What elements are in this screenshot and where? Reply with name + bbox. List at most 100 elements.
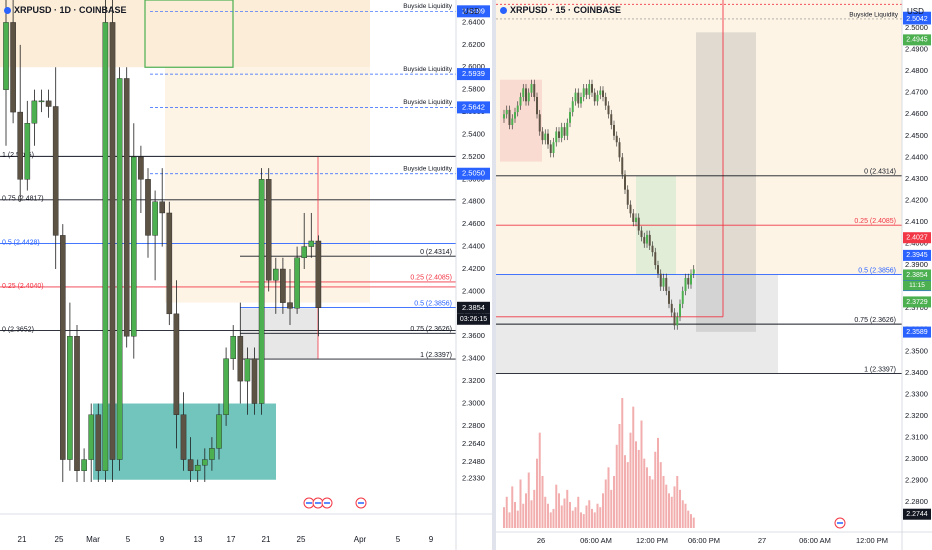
candle-body [301, 246, 308, 259]
candle-body [599, 90, 602, 95]
price-label-text: 2.3729 [906, 299, 928, 306]
volume-bar [662, 476, 665, 528]
y-tick-label: 2.5200 [462, 152, 485, 161]
y-tick-label: 2.4100 [905, 217, 928, 226]
volume-bar [541, 476, 544, 528]
symbol-logo-icon [500, 7, 507, 14]
x-tick-label: 12:00 PM [856, 536, 888, 545]
volume-bar [571, 510, 574, 528]
candle-body [585, 88, 588, 95]
candle-body [673, 312, 676, 326]
candle-body [308, 240, 315, 247]
candle-body [514, 112, 516, 119]
candle-body [670, 303, 673, 313]
left-currency-label[interactable]: USD [463, 7, 480, 16]
y-tick-label: 2.2800 [905, 497, 928, 506]
volume-bar [580, 512, 582, 528]
buyside-liquidity-label: Buyside Liquidity [403, 66, 453, 73]
right-currency-label[interactable]: USD [907, 7, 924, 16]
x-tick-label: 06:00 AM [580, 536, 612, 545]
candle-body [533, 84, 536, 97]
volume-bar [569, 502, 571, 528]
candle-body [130, 156, 137, 337]
candle-body [596, 94, 599, 102]
candle-body [17, 111, 24, 180]
candle-body [88, 414, 94, 460]
volume-bar [665, 484, 668, 528]
candle-body [574, 92, 577, 102]
volume-bar [591, 508, 593, 528]
volume-bar [533, 489, 536, 528]
candle-body [651, 245, 654, 253]
y-tick-label: 2.6400 [462, 17, 485, 26]
x-tick-label: Mar [86, 535, 100, 544]
candle-body [536, 96, 538, 115]
volume-bar [519, 479, 522, 528]
volume-bar [626, 462, 629, 528]
price-label-tag [903, 326, 931, 338]
candle-body [173, 313, 180, 415]
price-label-text: 2.5050 [462, 169, 485, 178]
candle-body [527, 92, 530, 102]
price-label-tag [457, 301, 490, 314]
price-label-tag [457, 5, 490, 18]
candle-body [637, 217, 640, 231]
right-symbol-header[interactable]: XRPUSD · 15 · COINBASE [500, 5, 621, 15]
candle-body [591, 84, 593, 93]
x-tick-label: 26 [537, 536, 545, 545]
left-chart-1d[interactable]: 1 (2.5205)0.75 (2.4817)0.5 (2.4428)0.25 … [0, 0, 492, 550]
fib-label-right: 0.25 (2.4085) [410, 275, 452, 282]
left-symbol-header[interactable]: XRPUSD · 1D · COINBASE [4, 5, 127, 15]
price-label-text: 2.4027 [906, 235, 928, 242]
candle-body [569, 112, 571, 123]
y-tick-label: 2.5800 [462, 85, 485, 94]
candle-body [665, 278, 668, 291]
price-label-text: 2.5042 [906, 16, 928, 23]
countdown-text: 11:15 [909, 282, 925, 289]
candle-body [621, 157, 624, 175]
buyside-liquidity-label: Buyside Liquidity [849, 12, 899, 19]
volume-bar [549, 512, 552, 528]
candle-body [648, 234, 651, 246]
x-tick-label: 21 [262, 535, 271, 544]
volume-bar [574, 507, 577, 528]
candle-body [654, 252, 657, 266]
price-label-tag [903, 13, 931, 25]
volume-bar [607, 467, 610, 528]
y-tick-label: 2.4400 [462, 242, 485, 251]
fvg-outline-box [144, 0, 234, 68]
candle-body [577, 92, 580, 104]
volume-bar [516, 510, 519, 528]
volume-bar [629, 432, 632, 528]
right-chart-15m[interactable]: 0 (2.4314) 0.25 (2.4085) 0.5 (2.3856) 0.75 … [496, 0, 932, 550]
candle-body [646, 234, 648, 244]
candle-body [525, 88, 527, 102]
candle-body [602, 90, 604, 97]
price-label-tag [457, 101, 490, 114]
candle-body [676, 316, 679, 326]
y-tick-label: 2.3500 [905, 346, 928, 355]
left-price-axis[interactable] [456, 0, 492, 550]
y-tick-label: 2.2640 [462, 439, 485, 448]
candle-body [684, 278, 687, 291]
y-tick-label: 2.4600 [462, 219, 485, 228]
volume-bar [514, 502, 516, 528]
price-label-text: 2.6499 [462, 6, 485, 15]
volume-bar [527, 472, 530, 528]
y-tick-label: 2.3600 [462, 331, 485, 340]
candle-body [558, 131, 560, 138]
y-tick-label: 2.3000 [462, 399, 485, 408]
panel-divider[interactable] [492, 0, 496, 550]
volume-bar [646, 467, 648, 528]
candle-body [607, 105, 610, 115]
candle-body [508, 109, 511, 125]
volume-bar [690, 514, 692, 528]
price-label-tag [903, 508, 931, 520]
candle-body [681, 290, 684, 304]
candle-body [152, 201, 158, 236]
fib-label-left: 0 (2.3652) [2, 326, 34, 333]
candle-body [519, 96, 522, 106]
volume-bar [687, 510, 690, 528]
candle-body [38, 100, 45, 103]
candle-body [209, 448, 215, 460]
